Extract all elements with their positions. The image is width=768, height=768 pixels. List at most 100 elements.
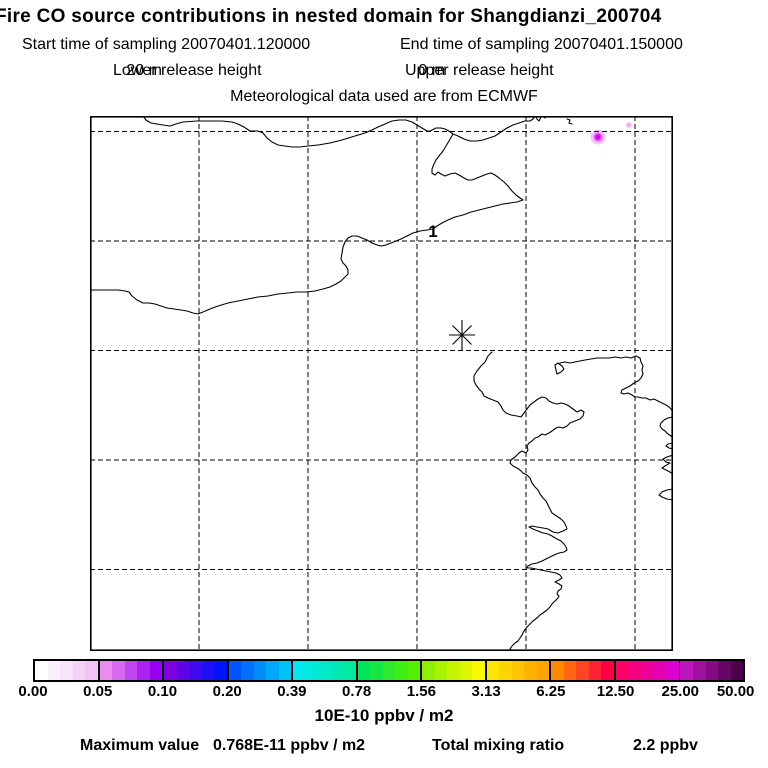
colorbar-cell <box>47 661 61 680</box>
colorbar-cell <box>499 661 512 680</box>
concentration-hotspot <box>625 121 633 129</box>
coastlines <box>90 116 673 651</box>
map-frame <box>90 116 673 651</box>
coastline <box>554 362 565 375</box>
colorbar-cell <box>705 661 719 680</box>
concentration-hotspot <box>590 129 606 145</box>
colorbar-cell <box>472 661 485 680</box>
colorbar-cell <box>305 661 319 680</box>
coastline <box>566 118 573 125</box>
colorbar-cell <box>486 661 500 680</box>
lower-release-label: Lower release height 20 m <box>113 62 262 79</box>
colorbar-cell <box>357 661 371 680</box>
sampling-time-row: Start time of sampling 20070401.120000 E… <box>0 36 768 56</box>
receptor-star-marker <box>449 320 475 350</box>
mixing-ratio-value: 2.2 ppbv <box>633 737 698 754</box>
colorbar-tick-label: 0.78 <box>342 683 372 700</box>
colorbar-cell <box>640 661 654 680</box>
colorbar-cell <box>459 661 473 680</box>
mixing-ratio-label: Total mixing ratio <box>432 737 565 754</box>
colorbar-tick-label: 0.39 <box>277 683 307 700</box>
colorbar-cell <box>149 661 163 680</box>
colorbar-cell <box>35 661 48 680</box>
coastline <box>90 133 524 315</box>
summary-row: Maximum value 0.768E-11 ppbv / m2 Total … <box>0 737 768 759</box>
colorbar-cell <box>601 661 614 680</box>
colorbar-cell <box>563 661 577 680</box>
colorbar-cell <box>343 661 356 680</box>
colorbar-cell <box>124 661 138 680</box>
colorbar-cell <box>615 661 629 680</box>
colorbar-cell <box>536 661 550 680</box>
colorbar-segment <box>164 661 227 680</box>
colorbar-cell <box>266 661 279 680</box>
met-data-label: Meteorological data used are from ECMWF <box>230 88 538 105</box>
coastline <box>473 351 585 651</box>
colorbar-tick-label: 0.20 <box>212 683 242 700</box>
colorbar-cell <box>176 661 190 680</box>
colorbar-cell <box>241 661 254 680</box>
coastline <box>658 488 673 501</box>
colorbar-segment <box>551 661 614 680</box>
colorbar-cell <box>680 661 693 680</box>
colorbar-segment <box>99 661 163 680</box>
colorbar-tick-label: 12.50 <box>596 683 635 700</box>
colorbar-tick-label: 0.05 <box>83 683 113 700</box>
coastline <box>661 454 673 475</box>
colorbar-cell <box>72 661 86 680</box>
colorbar-segment <box>35 661 98 680</box>
colorbar-segment <box>228 661 292 680</box>
colorbar-cell <box>85 661 98 680</box>
colorbar-cell <box>164 661 177 680</box>
upper-release-value: 0 m <box>418 62 446 79</box>
colorbar-cell <box>189 661 202 680</box>
colorbar-tick-label: 0.10 <box>147 683 178 700</box>
colorbar-tick-label: 50.00 <box>716 683 755 700</box>
colorbar-cell <box>137 661 150 680</box>
colorbar-cell <box>382 661 396 680</box>
colorbar-cell <box>730 661 744 680</box>
colorbar-cell <box>278 661 292 680</box>
colorbar-tick-label: 6.25 <box>536 683 566 700</box>
colorbar-cell <box>588 661 602 680</box>
release-point-label: 1 <box>428 222 437 241</box>
colorbar-cell <box>60 661 73 680</box>
colorbar-cell <box>628 661 641 680</box>
colorbar-segment <box>680 661 744 680</box>
colorbar-cell <box>422 661 435 680</box>
colorbar-cell <box>395 661 408 680</box>
colorbar-cell <box>99 661 113 680</box>
colorbar-segment <box>357 661 421 680</box>
colorbar-cell <box>318 661 331 680</box>
colorbar-segment <box>486 661 550 680</box>
colorbar-cell <box>330 661 344 680</box>
colorbar-cell <box>214 661 227 680</box>
colorbar-cell <box>447 661 460 680</box>
colorbar-cell <box>228 661 242 680</box>
colorbar-cell <box>112 661 125 680</box>
coastline <box>659 416 673 439</box>
colorbar-segment <box>422 661 485 680</box>
coastline <box>559 355 673 413</box>
colorbar-cell <box>434 661 448 680</box>
lower-release-value: 20 m <box>126 62 162 79</box>
start-time-label: Start time of sampling 20070401.120000 <box>22 36 311 53</box>
colorbar-tick-labels: 0.00 0.05 0.10 0.20 0.39 0.78 1.56 3.13 6.25 12.5… <box>0 683 768 701</box>
colorbar-cell <box>524 661 537 680</box>
colorbar-cell <box>692 661 706 680</box>
colorbar-tick-label: 1.56 <box>406 683 436 700</box>
max-value: 0.768E-11 ppbv / m2 <box>213 737 366 754</box>
colorbar-segment <box>615 661 679 680</box>
end-time-label: End time of sampling 20070401.150000 <box>400 36 683 53</box>
colorbar-unit-label: 10E-10 ppbv / m2 <box>314 706 454 725</box>
colorbar-cell <box>576 661 589 680</box>
coastline <box>142 116 546 148</box>
colorbar-tick-label: 25.00 <box>661 683 700 700</box>
colorbar-segment <box>293 661 356 680</box>
release-height-row: Lower release height 20 m Upper release … <box>0 62 768 82</box>
colorbar-tick-label: 3.13 <box>471 683 501 700</box>
colorbar-cell <box>653 661 666 680</box>
colorbar-tick-label: 0.00 <box>18 683 48 700</box>
page-title: Fire CO source contributions in nested d… <box>0 6 662 27</box>
